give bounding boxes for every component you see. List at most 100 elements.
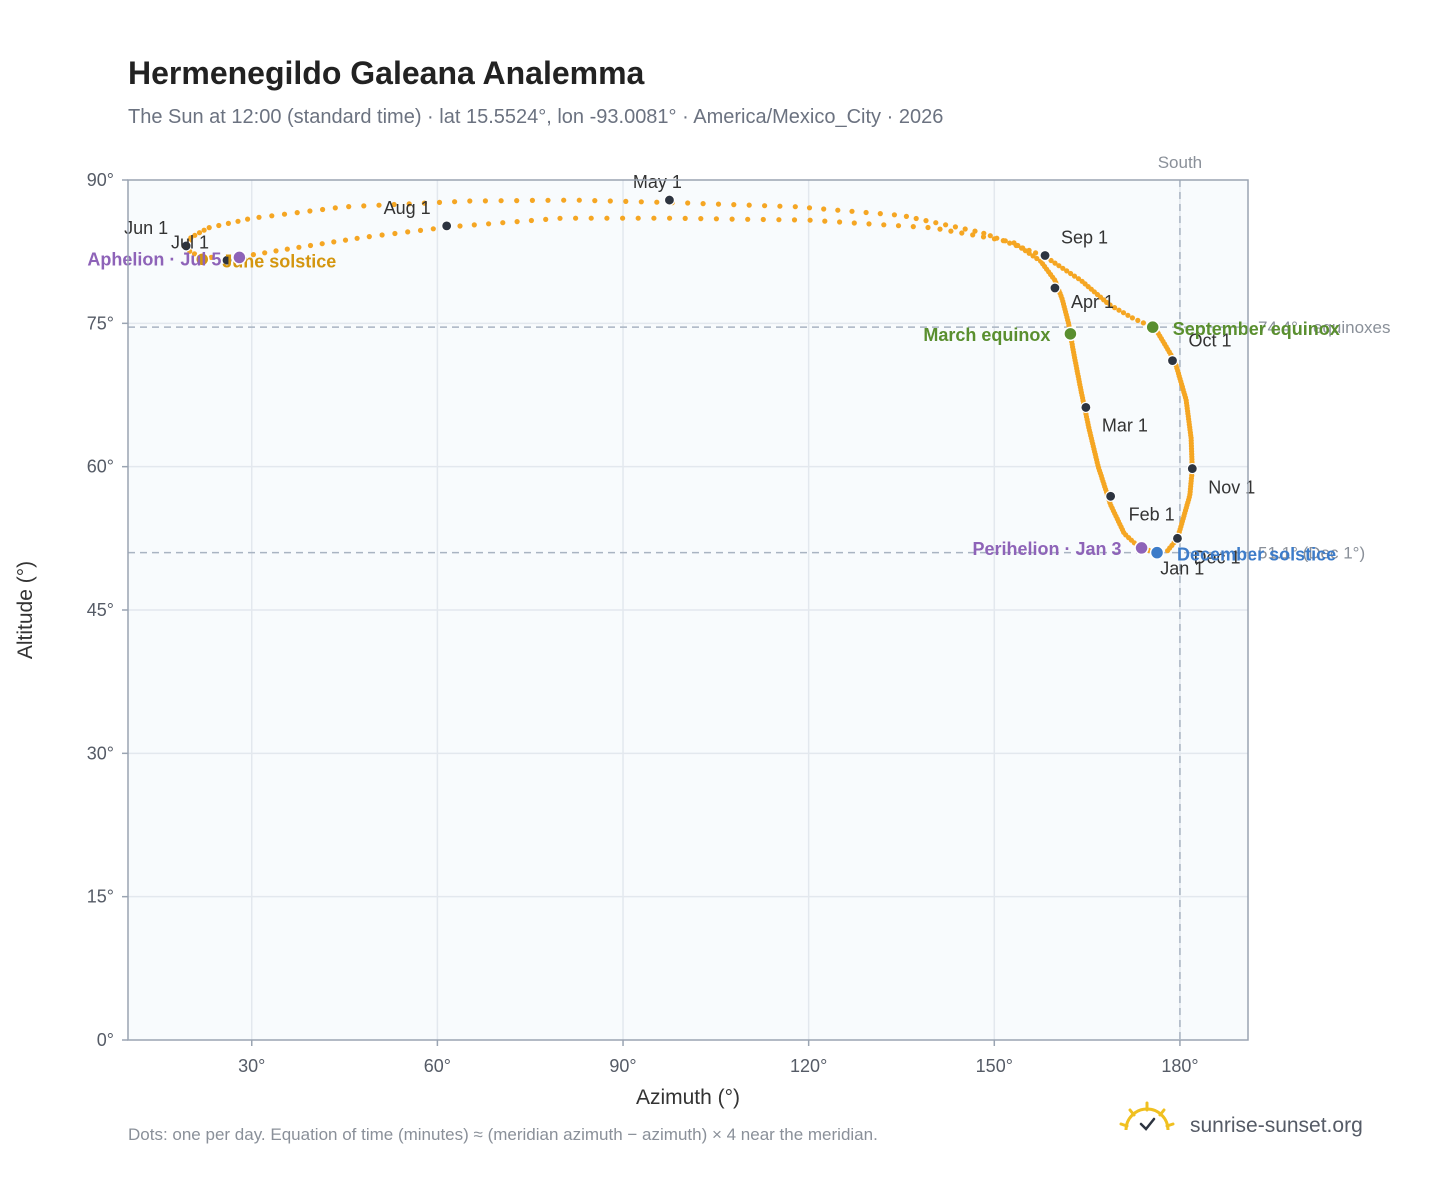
daily-dot	[188, 235, 194, 241]
daily-dot	[452, 199, 458, 205]
daily-dot	[863, 209, 869, 216]
daily-dot	[1135, 317, 1141, 323]
daily-dot	[1129, 315, 1135, 321]
daily-dot	[201, 227, 207, 233]
daily-dot	[245, 216, 251, 222]
daily-dot	[791, 217, 798, 223]
daily-dot	[307, 242, 314, 249]
daily-dot	[379, 232, 385, 238]
month-label: Feb 1	[1129, 504, 1175, 524]
daily-dot	[1007, 240, 1013, 246]
daily-dot	[620, 215, 626, 221]
daily-dot	[1052, 260, 1058, 266]
event-marker-dot	[232, 250, 247, 265]
month-label: Mar 1	[1102, 415, 1148, 435]
daily-dot	[545, 197, 551, 203]
daily-dot	[943, 222, 949, 228]
daily-dot	[1125, 312, 1131, 318]
event-marker-dot	[1063, 326, 1078, 342]
daily-dot	[366, 234, 372, 240]
daily-dot	[392, 230, 398, 237]
daily-dot	[482, 198, 488, 204]
daily-dot	[561, 197, 567, 203]
y-tick-label: 90°	[87, 170, 114, 190]
x-tick-label: 150°	[976, 1056, 1013, 1076]
daily-dot	[417, 227, 424, 233]
daily-dot	[421, 200, 427, 206]
month-label: Aug 1	[384, 198, 431, 218]
daily-dot	[250, 252, 256, 258]
month-marker-dot	[1171, 532, 1184, 544]
daily-dot	[895, 223, 902, 229]
daily-dot	[745, 216, 751, 222]
y-tick-label: 30°	[87, 743, 114, 763]
daily-dot	[471, 222, 477, 228]
chart-title: Hermenegildo Galeana Analemma	[128, 55, 645, 91]
daily-dot	[746, 202, 752, 208]
daily-dot	[1140, 320, 1146, 326]
daily-dot	[777, 203, 783, 209]
daily-dot	[256, 214, 262, 220]
month-marker-dot	[663, 194, 676, 206]
event-label: March equinox	[923, 325, 1050, 345]
month-marker-dot	[180, 240, 192, 252]
y-axis-label: Altitude (°)	[14, 561, 37, 659]
daily-dot	[913, 215, 919, 222]
daily-dot	[822, 218, 828, 224]
south-label: South	[1158, 153, 1202, 172]
event-markers: March equinox September equinox June solst…	[87, 249, 1339, 564]
month-label: Oct 1	[1189, 331, 1232, 351]
month-label: Jun 1	[124, 218, 168, 238]
x-tick-label: 60°	[424, 1056, 451, 1076]
daily-dot	[1107, 302, 1113, 308]
x-axis-label: Azimuth (°)	[636, 1086, 740, 1109]
daily-dot	[1034, 255, 1040, 262]
footnote: Dots: one per day. Equation of time (min…	[128, 1125, 878, 1144]
daily-dot	[937, 226, 943, 232]
daily-dot	[638, 199, 644, 205]
daily-dot	[361, 203, 367, 209]
month-marker-dot	[1166, 355, 1179, 367]
daily-dot	[1068, 270, 1074, 277]
daily-dot	[319, 241, 325, 247]
daily-dot	[486, 221, 492, 227]
daily-dot	[715, 201, 722, 207]
daily-dot	[262, 250, 268, 256]
daily-dot	[1112, 305, 1118, 311]
sun-logo-icon	[1119, 1101, 1175, 1131]
chart-subtitle: The Sun at 12:00 (standard time) · lat 1…	[128, 106, 943, 128]
daily-dot	[1026, 247, 1032, 253]
daily-dot	[776, 217, 782, 223]
month-label: Sep 1	[1061, 227, 1108, 247]
daily-dot	[881, 222, 887, 228]
daily-dot	[910, 224, 916, 230]
daily-dot	[623, 198, 629, 204]
daily-dot	[405, 229, 411, 235]
y-tick-label: 15°	[87, 887, 114, 907]
daily-dot	[1020, 245, 1026, 251]
daily-dot	[682, 215, 688, 221]
grid	[128, 180, 1248, 1040]
daily-dot	[1165, 548, 1171, 554]
daily-dot	[284, 246, 290, 252]
daily-dot	[1056, 263, 1062, 269]
daily-dot	[196, 230, 203, 236]
month-marker-dot	[441, 220, 453, 232]
month-label: Jul 1	[171, 232, 209, 252]
daily-dot	[354, 235, 360, 241]
daily-dot	[235, 218, 241, 224]
reference-lines: South 74.4° · equinoxes 51.1° (Dec 1°)	[128, 153, 1391, 1040]
daily-dot	[762, 203, 768, 209]
daily-dot	[731, 202, 737, 208]
daily-dot	[959, 230, 965, 236]
daily-dot	[933, 220, 939, 226]
month-marker-dot	[1039, 249, 1051, 262]
daily-dot	[925, 224, 931, 231]
month-label: Nov 1	[1208, 478, 1255, 498]
daily-dot	[294, 210, 300, 216]
daily-dot	[592, 198, 598, 204]
daily-dot	[1000, 238, 1006, 244]
daily-dot	[851, 220, 857, 226]
daily-dot	[948, 228, 954, 234]
daily-dot	[837, 219, 843, 225]
